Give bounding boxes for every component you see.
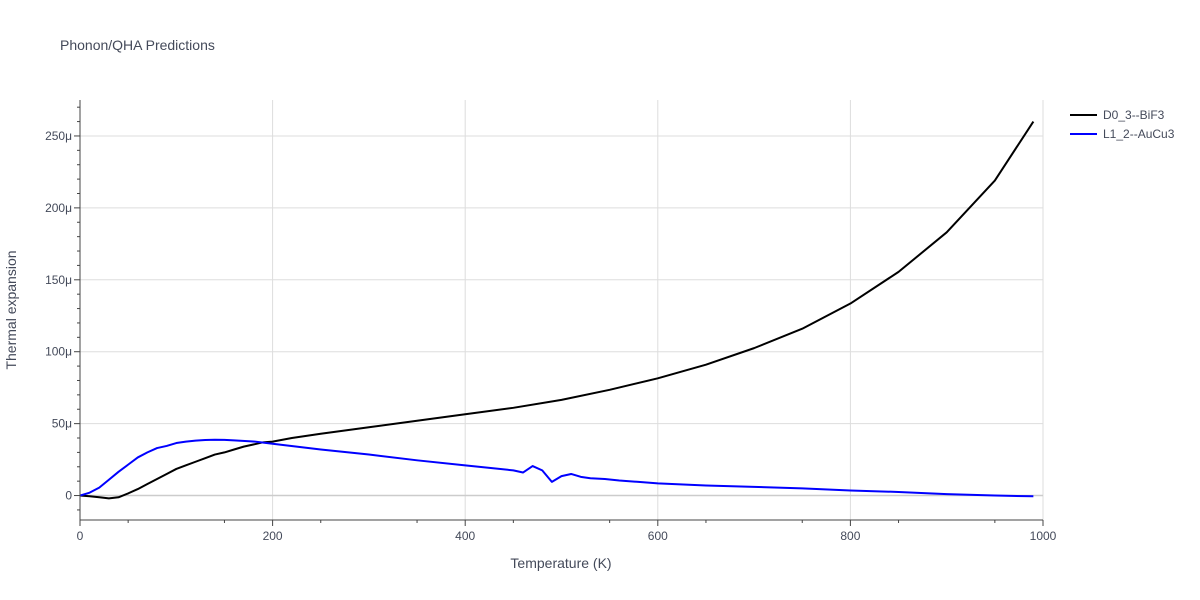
x-axis-ticks: 0 200 400 600 800 1000 xyxy=(77,520,1057,543)
x-tick-label: 0 xyxy=(77,529,84,543)
x-tick-label: 1000 xyxy=(1030,529,1057,543)
x-tick-label: 600 xyxy=(648,529,668,543)
legend-label: D0_3--BiF3 xyxy=(1103,108,1165,122)
x-axis-label: Temperature (K) xyxy=(510,555,611,571)
x-tick-label: 200 xyxy=(263,529,283,543)
series-line-aucu3 xyxy=(79,438,1034,498)
legend: D0_3--BiF3 L1_2--AuCu3 xyxy=(1070,108,1175,141)
y-tick-label: 50μ xyxy=(52,417,72,431)
y-tick-label: 150μ xyxy=(45,273,72,287)
series-group xyxy=(79,121,1035,500)
legend-label: L1_2--AuCu3 xyxy=(1103,127,1175,141)
chart-title: Phonon/QHA Predictions xyxy=(60,37,215,53)
gridlines xyxy=(80,100,1044,520)
x-tick-label: 800 xyxy=(840,529,860,543)
y-tick-label: 200μ xyxy=(45,201,72,215)
y-axis-label: Thermal expansion xyxy=(3,250,19,369)
x-tick-label: 400 xyxy=(455,529,475,543)
y-tick-label: 0 xyxy=(65,489,72,503)
series-line-bif3 xyxy=(79,121,1035,500)
y-tick-label: 100μ xyxy=(45,345,72,359)
axes xyxy=(79,100,1043,521)
y-tick-label: 250μ xyxy=(45,129,72,143)
y-axis-ticks: 0 50μ 100μ 150μ 200μ 250μ xyxy=(45,106,80,511)
